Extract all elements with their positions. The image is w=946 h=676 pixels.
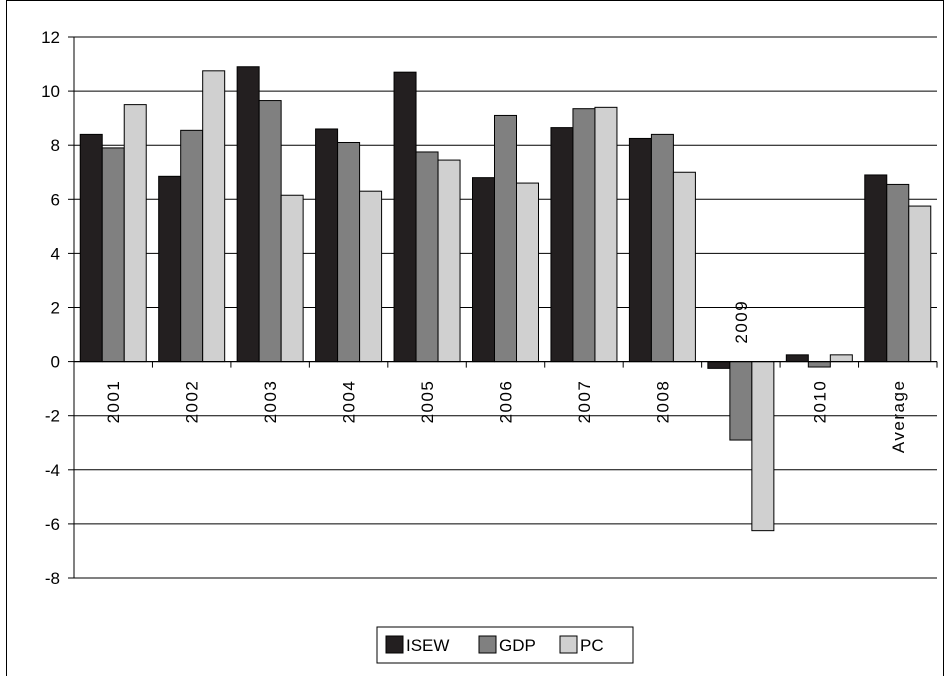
bar-gdp-2006	[494, 114, 517, 363]
bar-isew-2004	[315, 128, 339, 363]
bar-isew-2001	[79, 133, 103, 363]
bar-gdp-2010	[807, 361, 831, 368]
bar-isew-2003	[236, 66, 260, 363]
bar-isew-2002	[158, 175, 182, 363]
bar-gdp-2001	[101, 147, 125, 363]
bar-isew-2010	[785, 354, 809, 363]
bar-gdp-2003	[258, 100, 282, 363]
x-category-label: 2007	[575, 380, 594, 424]
x-category-label: 2009	[732, 300, 751, 344]
chart-frame	[6, 0, 944, 676]
y-tick-label: 12	[41, 28, 60, 47]
bar-pc-2005	[437, 159, 461, 363]
x-category-label: 2004	[340, 380, 359, 424]
y-tick-label: -2	[45, 407, 60, 426]
legend-label-isew: ISEW	[406, 636, 449, 655]
bar-pc-2009	[751, 361, 775, 532]
legend-swatch-gdp	[478, 635, 497, 654]
bar-isew-2009	[707, 361, 731, 369]
bar-pc-2003	[280, 194, 304, 363]
x-category-label: 2002	[183, 380, 202, 424]
x-category-label: 2006	[497, 380, 516, 424]
category-labels: 2001 2002 2003 2004 2005 2006 2007 2008 2009 2010…	[104, 300, 908, 453]
y-tick-label: 10	[41, 82, 60, 101]
y-tick-label: -6	[45, 515, 60, 534]
bar-pc-2010	[829, 354, 853, 363]
legend-swatch-pc	[559, 635, 578, 654]
x-category-label: Average	[889, 380, 908, 454]
y-tick-label: 6	[51, 190, 60, 209]
legend: ISEW GDP PC	[376, 626, 634, 664]
y-tick-label: 2	[51, 299, 60, 318]
bar-isew-2007	[550, 127, 574, 363]
y-tick-label: 4	[51, 244, 60, 263]
x-category-label: 2005	[418, 380, 437, 424]
x-axis	[73, 361, 938, 368]
bar-gdp-2009	[729, 361, 753, 441]
bar-isew-average	[864, 174, 888, 363]
bars	[79, 66, 932, 532]
y-tick-label: 8	[51, 136, 60, 155]
legend-box	[376, 626, 634, 664]
x-category-label: 2001	[104, 380, 123, 424]
legend-label-gdp: GDP	[499, 636, 536, 655]
bar-pc-2001	[123, 104, 147, 363]
x-category-label: 2008	[653, 380, 672, 424]
bar-gdp-2005	[415, 151, 439, 363]
bar-pc-2002	[202, 70, 226, 363]
bar-isew-2006	[472, 177, 495, 363]
y-tick-label: -4	[45, 461, 60, 480]
bar-pc-2007	[594, 106, 618, 363]
bar-isew-2005	[393, 71, 417, 363]
bar-gdp-average	[886, 183, 910, 363]
bar-pc-average	[908, 205, 932, 363]
bar-pc-2006	[516, 182, 539, 363]
legend-label-pc: PC	[580, 636, 604, 655]
bar-gdp-2008	[650, 133, 674, 363]
x-category-label: 2010	[810, 380, 829, 424]
y-tick-label: 0	[51, 353, 60, 372]
bar-gdp-2004	[337, 141, 361, 363]
bar-pc-2008	[672, 171, 696, 363]
bar-pc-2004	[359, 190, 383, 363]
bar-gdp-2007	[572, 108, 596, 363]
bar-gdp-2002	[180, 129, 204, 363]
y-tick-label: -8	[45, 569, 60, 588]
x-category-label: 2003	[261, 380, 280, 424]
y-axis-ticks: -8 -6 -4 -2 0 2 4 6 8 10 12	[41, 28, 75, 588]
bar-isew-2008	[628, 137, 652, 363]
legend-swatch-isew	[385, 635, 404, 654]
